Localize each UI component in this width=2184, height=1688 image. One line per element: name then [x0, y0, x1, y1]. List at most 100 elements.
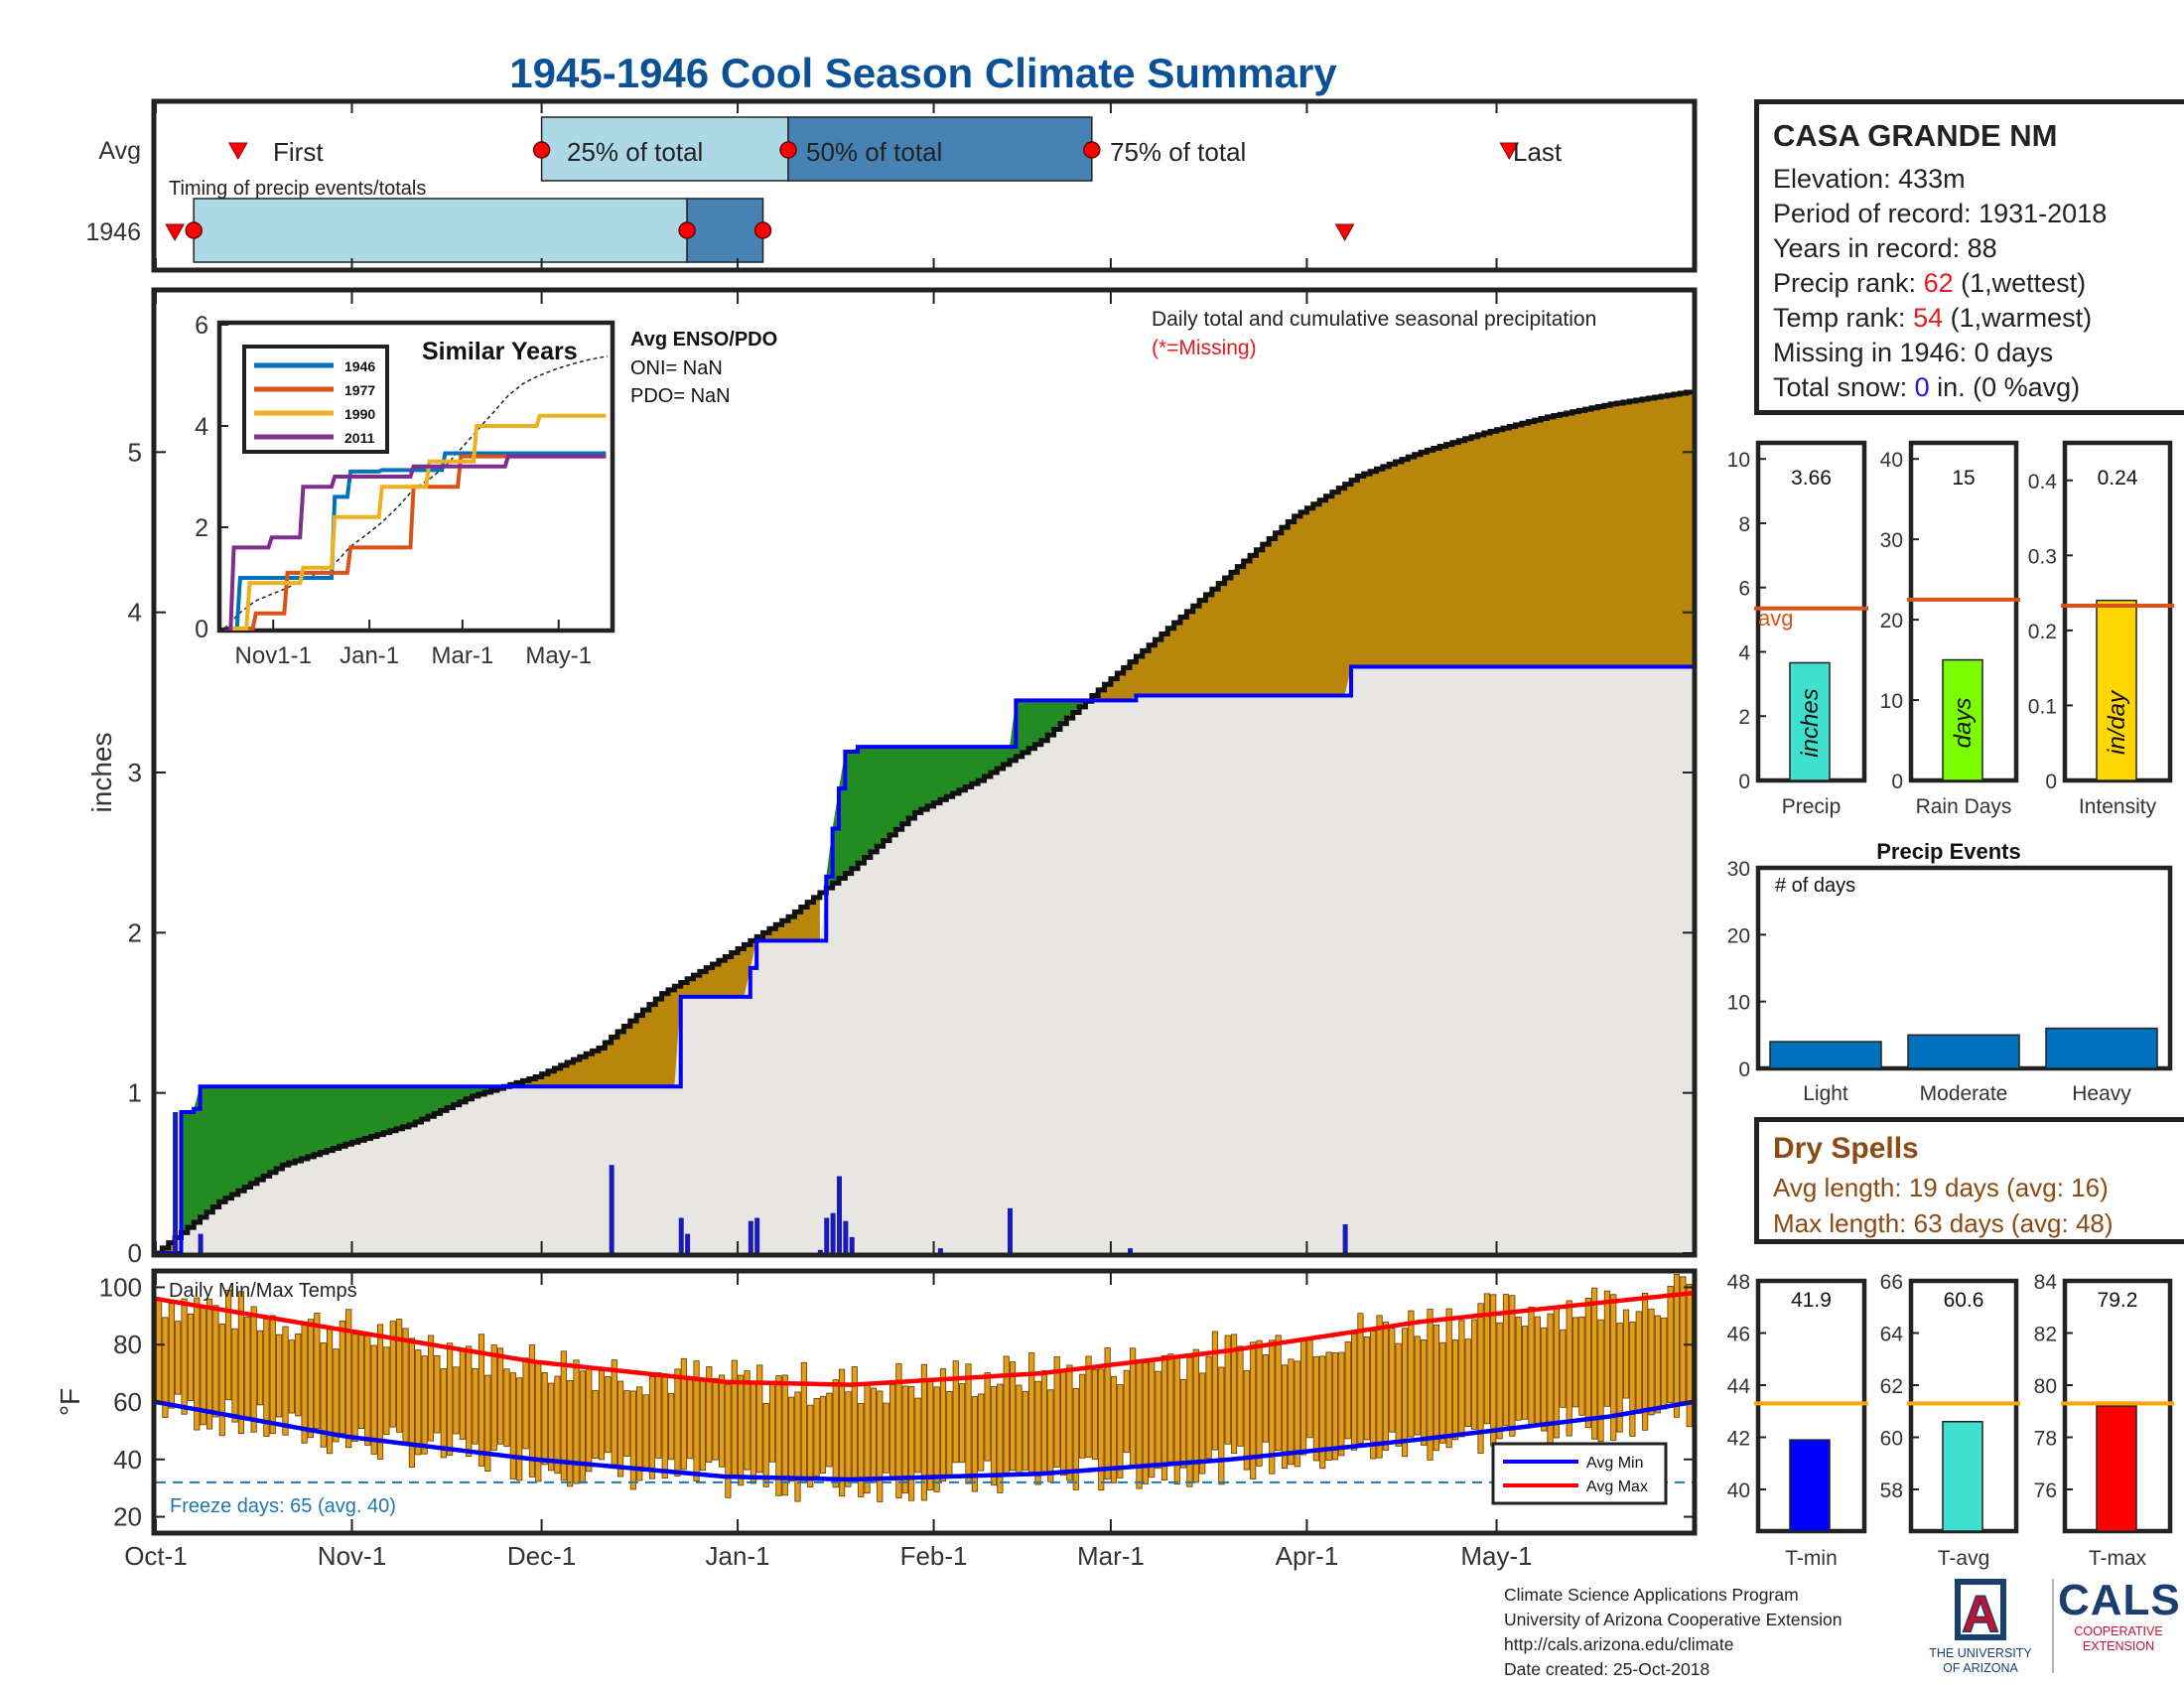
xtick-label: Apr-1 [1276, 1541, 1339, 1571]
stat-value-label: 0.24 [2098, 467, 2138, 490]
tstat-value-label: 79.2 [2098, 1289, 2138, 1312]
stat-ytick-label: 0 [1738, 771, 1750, 793]
daily-temp-bar [440, 1368, 447, 1459]
daily-temp-bar [1389, 1328, 1396, 1433]
temp-ytick-label: 80 [113, 1330, 142, 1359]
daily-temp-bar [212, 1305, 219, 1418]
timing-panel: Avg 1946 Timing of precip events/totals … [85, 98, 1698, 273]
daily-temp-bar [453, 1366, 460, 1435]
daily-temp-bar [946, 1390, 953, 1477]
daily-precip-bar [837, 1176, 842, 1253]
daily-temp-bar [611, 1359, 617, 1466]
daily-precip-bar [685, 1233, 691, 1253]
daily-temp-bar [282, 1326, 289, 1436]
daily-temp-bar [1224, 1335, 1231, 1445]
daily-temp-bar [883, 1402, 889, 1474]
daily-temp-bar [1622, 1309, 1630, 1399]
daily-temp-bar [579, 1370, 586, 1484]
daily-temp-bar [1597, 1319, 1604, 1443]
tstat-ytick-label: 80 [2034, 1375, 2057, 1398]
cals-line2: EXTENSION [2082, 1639, 2155, 1653]
event-category-label: Light [1803, 1082, 1848, 1105]
daily-temp-bar [756, 1364, 763, 1474]
stat-ytick-label: 4 [1738, 641, 1750, 664]
daily-temp-bar [1016, 1384, 1023, 1476]
daily-temp-bar [1034, 1380, 1041, 1485]
daily-temp-bar [1275, 1335, 1282, 1452]
daily-temp-bar [997, 1383, 1004, 1493]
daily-temp-bar [1325, 1351, 1332, 1462]
season-stats: inches 3.66 0 2 4 6 8 10 Precip days 15 0 10 20 30 40 Ra… [1727, 440, 2174, 818]
daily-temp-bar [351, 1334, 358, 1443]
daily-temp-bar [1654, 1315, 1661, 1414]
daily-precip-bar [748, 1220, 753, 1253]
event-bar [1907, 1034, 2020, 1069]
daily-temp-bar [269, 1315, 276, 1435]
cum-subtitle: (*=Missing) [1152, 337, 1257, 359]
event-ytick-label: 30 [1727, 858, 1750, 881]
stat-category-label: Intensity [2079, 795, 2157, 818]
daily-temp-bar [1471, 1319, 1478, 1430]
daily-temp-bar [668, 1392, 675, 1461]
daily-temp-bar [503, 1368, 510, 1448]
temp-stats: 41.9 40 42 44 46 48 T-min 60.6 58 60 62 64 66 T-avg 79… [1727, 1271, 2174, 1570]
daily-temp-bar [623, 1390, 630, 1457]
season-75-marker [753, 221, 772, 239]
daily-temp-bar [1218, 1366, 1225, 1485]
daily-temp-bar [231, 1328, 238, 1423]
daily-temp-bar [648, 1376, 656, 1479]
daily-temp-bar [768, 1383, 776, 1463]
daily-temp-bar [1104, 1347, 1111, 1480]
daily-temp-bar [1433, 1325, 1439, 1452]
daily-temp-bar [1155, 1370, 1161, 1470]
temp-rank-suffix: (1,warmest) [1943, 303, 2093, 333]
footer-url[interactable]: http://cals.arizona.edu/climate [1504, 1634, 1734, 1654]
daily-temp-bar [1439, 1341, 1446, 1444]
daily-temp-bar [516, 1377, 523, 1481]
avg-first-marker [227, 142, 248, 161]
freeze-days-label: Freeze days: 65 (avg. 40) [170, 1495, 396, 1517]
daily-temp-bar [490, 1344, 497, 1451]
daily-temp-bar [592, 1389, 599, 1460]
daily-temp-bar [978, 1393, 985, 1472]
stat-ytick-label: 0.4 [2028, 471, 2058, 493]
daily-temp-bar [674, 1368, 681, 1477]
daily-temp-bar [1098, 1368, 1105, 1491]
daily-temp-bar [1578, 1316, 1585, 1416]
daily-temp-bar [1571, 1317, 1579, 1408]
daily-precip-bar [678, 1217, 684, 1253]
daily-temp-bar [680, 1357, 687, 1471]
daily-temp-bar [1566, 1300, 1572, 1437]
xtick-label: Jan-1 [706, 1541, 770, 1571]
daily-temp-bar [1040, 1370, 1048, 1476]
avg-cumulative-line [156, 389, 1696, 1256]
sim-legend-label: 1977 [344, 382, 375, 398]
daily-precip-bar [173, 1112, 179, 1253]
stat-bar [1789, 661, 1831, 781]
xtick-label: Nov-1 [318, 1541, 386, 1571]
daily-temp-bar [560, 1350, 567, 1481]
daily-temp-bar [314, 1313, 321, 1430]
daily-temp-bar [642, 1394, 649, 1470]
daily-temp-bar [1490, 1294, 1497, 1447]
daily-temp-bar [434, 1354, 441, 1434]
daily-precip-bar [817, 1249, 823, 1253]
daily-temp-bar [813, 1398, 820, 1477]
timing-row-1946: 1946 [85, 218, 141, 246]
daily-temp-bar [1211, 1331, 1219, 1451]
station-temp-rank: Temp rank: 54 (1,warmest) [1773, 301, 2170, 336]
daily-temp-bar [1022, 1390, 1028, 1471]
similar-years-inset: 0 2 4 6 Nov1-1 Jan-1 Mar-1 May-1 1946 1977 1990 201… [195, 312, 777, 669]
event-ytick-label: 0 [1738, 1058, 1750, 1081]
daily-temp-bar [965, 1363, 972, 1484]
daily-temp-bar [1010, 1361, 1017, 1472]
daily-temp-bar [895, 1363, 902, 1499]
daily-temp-bar [1167, 1353, 1174, 1463]
daily-temp-bar [1047, 1389, 1054, 1482]
tstat-ytick-label: 60 [1880, 1428, 1903, 1451]
sim-xtick-label: Mar-1 [432, 642, 494, 669]
tstat-ytick-label: 76 [2034, 1479, 2057, 1502]
stat-ytick-label: 0.3 [2028, 545, 2057, 568]
daily-precip-bar [849, 1236, 855, 1253]
daily-temp-bar [858, 1403, 865, 1497]
